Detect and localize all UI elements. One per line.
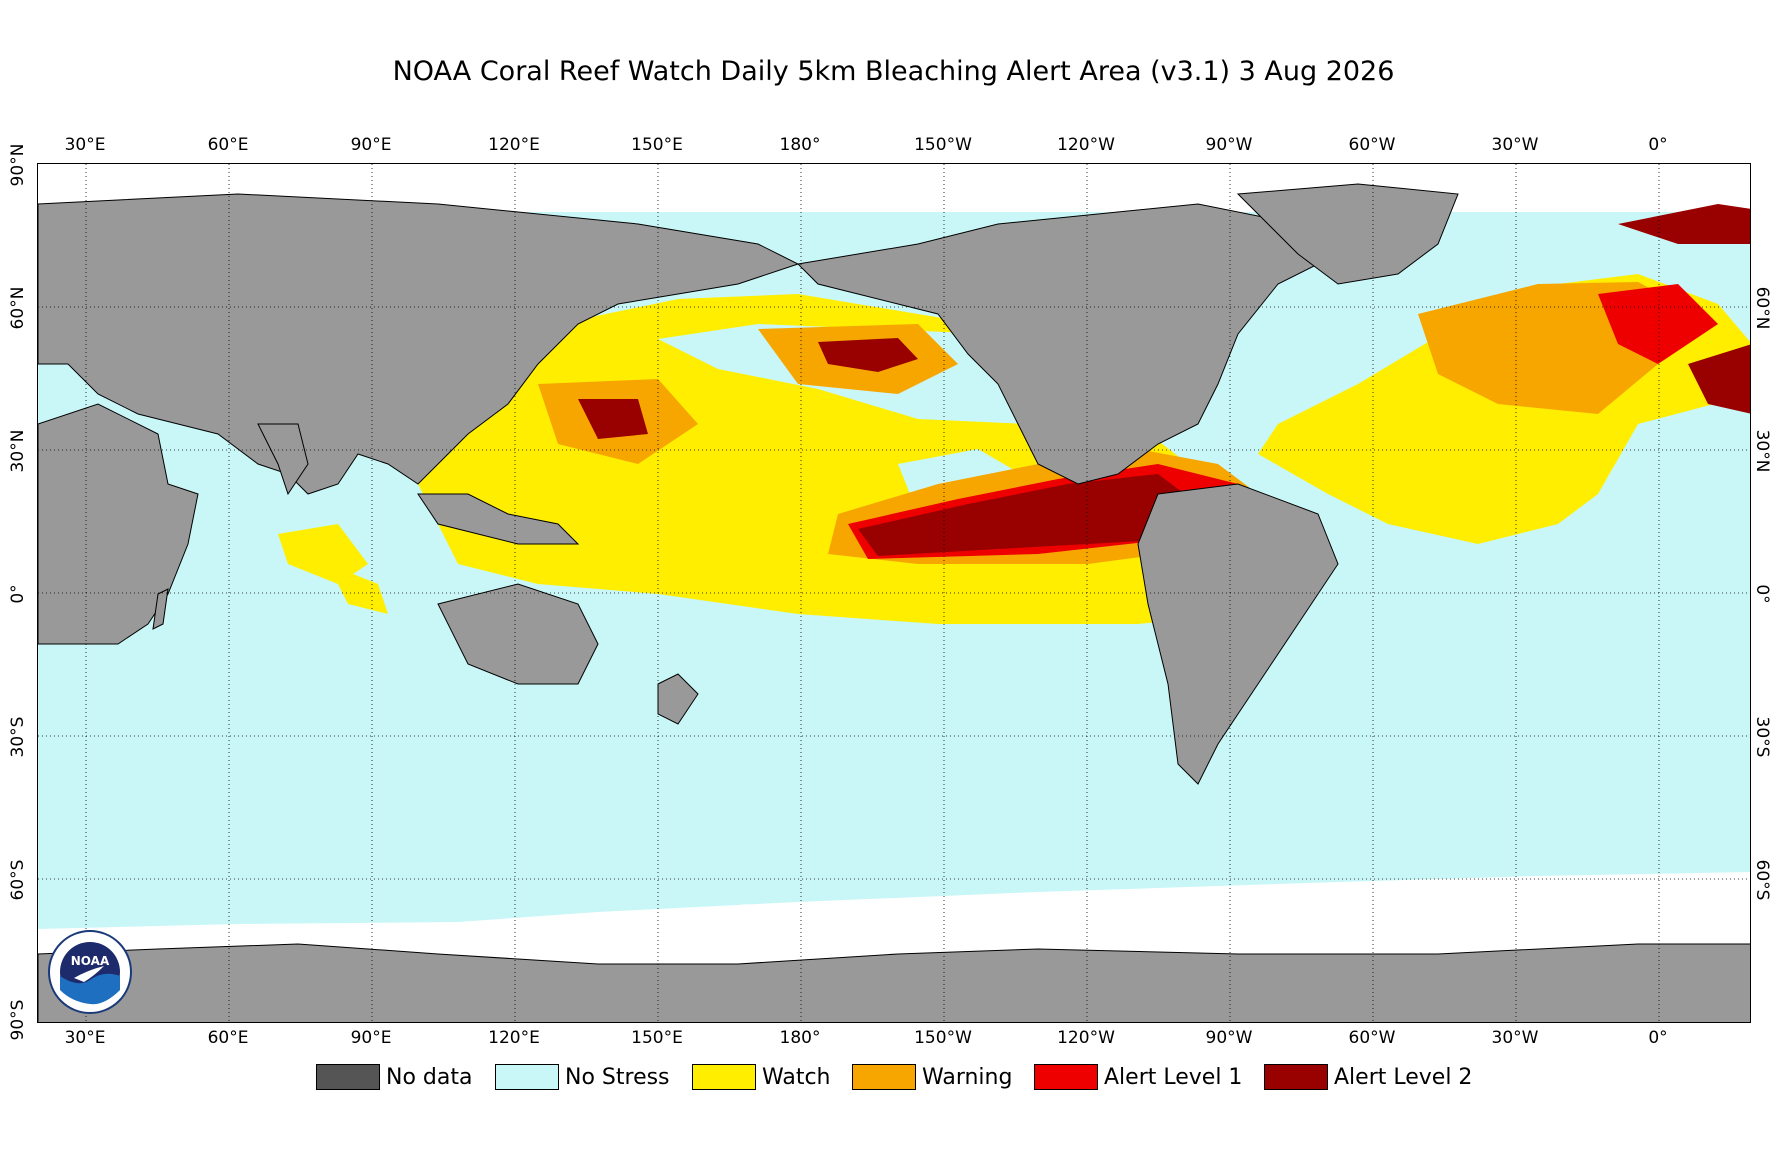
land-madagascar (152, 588, 169, 630)
lon-tick-bottom: 30°W (1491, 1028, 1539, 1048)
legend-item-no-data: No data (316, 1062, 472, 1092)
lon-tick-bottom: 120°W (1057, 1028, 1115, 1048)
alert2-north-pacific (818, 338, 918, 372)
lon-tick-top: 120°W (1057, 135, 1115, 155)
legend-label: Watch (762, 1064, 831, 1090)
lat-tick-left: 30°N (8, 429, 28, 473)
legend-swatch (316, 1064, 380, 1090)
lat-tick-left: 90°N (8, 143, 28, 187)
southern-sea-ice (738, 884, 1750, 929)
legend-label: Alert Level 1 (1104, 1064, 1243, 1090)
legend-swatch (1264, 1064, 1328, 1090)
land-indonesia (417, 493, 580, 545)
watch-south-atlantic (1338, 414, 1518, 494)
land-india (257, 423, 309, 496)
bleaching-alert-map[interactable] (37, 163, 1751, 1023)
lon-tick-top: 180° (779, 135, 821, 155)
land-eurasia (38, 193, 800, 495)
land-africa (38, 403, 199, 645)
lon-tick-bottom: 150°W (914, 1028, 972, 1048)
legend-swatch (1034, 1064, 1098, 1090)
alert2-east-pacific (858, 474, 1198, 556)
lon-tick-top: 30°E (64, 135, 106, 155)
legend-label: No Stress (565, 1064, 670, 1090)
land-greenland (1236, 183, 1459, 285)
lat-tick-left: 30°S (8, 716, 28, 758)
lon-tick-top: 60°E (207, 135, 249, 155)
alert1-north-atlantic (1598, 284, 1718, 364)
legend-swatch (495, 1064, 559, 1090)
lon-tick-top: 60°W (1348, 135, 1396, 155)
alert2-norway (1618, 204, 1750, 244)
legend-label: Warning (922, 1064, 1013, 1090)
lon-tick-bottom: 30°E (64, 1028, 106, 1048)
legend-item-no-stress: No Stress (495, 1062, 670, 1092)
lat-tick-left: 60°N (8, 286, 28, 330)
legend-item-alert-level-2: Alert Level 2 (1264, 1062, 1472, 1092)
lat-tick-right: 0° (1752, 584, 1772, 604)
graticule (38, 164, 1750, 1022)
legend-label: Alert Level 2 (1334, 1064, 1473, 1090)
lon-tick-bottom: 90°E (350, 1028, 392, 1048)
logo-wordmark: NOAA (71, 954, 110, 968)
lon-tick-top: 120°E (488, 135, 540, 155)
legend-swatch (692, 1064, 756, 1090)
lat-tick-right: 60°N (1752, 286, 1772, 330)
alert2-west-pacific (578, 399, 648, 439)
watch-indian-ocean (278, 524, 368, 584)
lat-tick-right: 60°S (1752, 859, 1772, 901)
lon-tick-bottom: 0° (1648, 1028, 1668, 1048)
lon-tick-top: 150°E (631, 135, 683, 155)
land-australia (437, 583, 599, 685)
lon-tick-top: 90°E (350, 135, 392, 155)
watch-indian-ocean-south (328, 564, 388, 614)
legend-swatch (852, 1064, 916, 1090)
lon-tick-top: 30°W (1491, 135, 1539, 155)
lat-tick-left: 90°S (8, 999, 28, 1041)
legend-item-watch: Watch (692, 1062, 831, 1092)
lon-tick-bottom: 180° (779, 1028, 821, 1048)
map-canvas (38, 164, 1750, 1022)
lon-tick-top: 150°W (914, 135, 972, 155)
legend-label: No data (386, 1064, 473, 1090)
lon-tick-bottom: 60°E (207, 1028, 249, 1048)
lat-tick-left: 0° (8, 584, 28, 604)
legend-item-alert-level-1: Alert Level 1 (1034, 1062, 1242, 1092)
lon-tick-top: 90°W (1205, 135, 1253, 155)
alert2-mediterranean (1688, 344, 1750, 414)
land-north-america (796, 203, 1339, 485)
lon-tick-bottom: 90°W (1205, 1028, 1253, 1048)
legend-item-warning: Warning (852, 1062, 1012, 1092)
map-title: NOAA Coral Reef Watch Daily 5km Bleachin… (392, 56, 1395, 87)
lon-tick-top: 0° (1648, 135, 1668, 155)
noaa-logo: NOAA (48, 930, 132, 1014)
lat-tick-right: 30°S (1752, 716, 1772, 758)
land-antarctica (38, 943, 1750, 1022)
lon-tick-bottom: 120°E (488, 1028, 540, 1048)
lat-tick-left: 60°S (8, 859, 28, 901)
lon-tick-bottom: 60°W (1348, 1028, 1396, 1048)
lat-tick-right: 30°N (1752, 429, 1772, 473)
lon-tick-bottom: 150°E (631, 1028, 683, 1048)
land-south-america (1137, 483, 1339, 785)
